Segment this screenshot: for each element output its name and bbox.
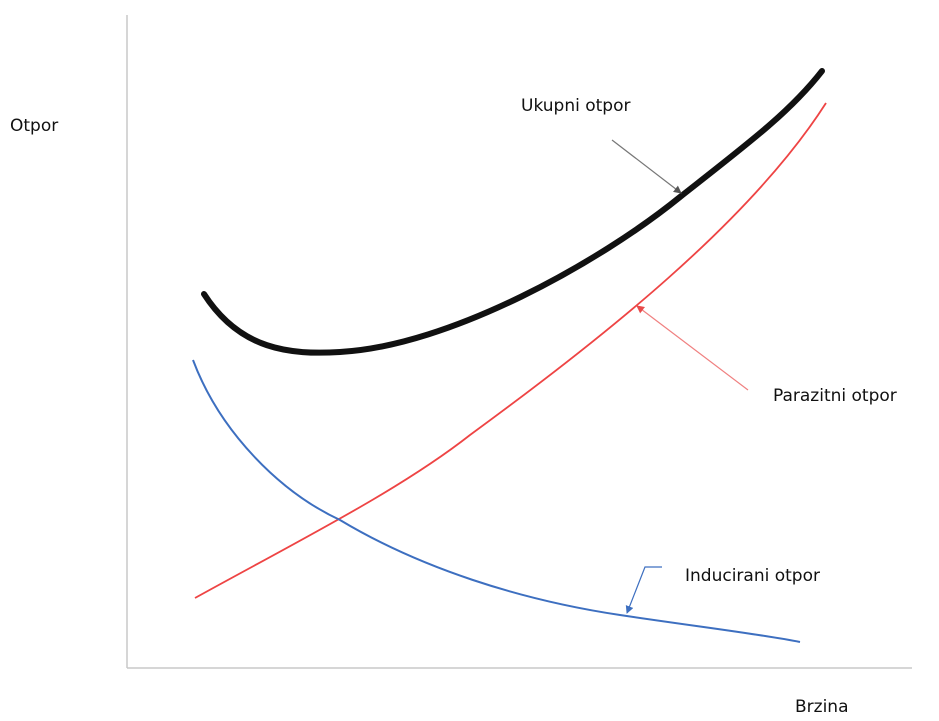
curve-label: Ukupni otpor bbox=[521, 96, 630, 116]
curve-label: Inducirani otpor bbox=[685, 566, 820, 586]
induced-drag-pointer bbox=[625, 566, 662, 614]
x-axis-label: Brzina bbox=[795, 697, 849, 717]
total-drag-curve bbox=[201, 68, 825, 356]
induced-drag-curve bbox=[192, 359, 801, 643]
curve-label: Parazitni otpor bbox=[773, 386, 897, 406]
parasitic-drag-pointer bbox=[636, 305, 749, 391]
parasitic-drag-curve bbox=[194, 102, 827, 599]
y-axis-label: Otpor bbox=[10, 116, 58, 136]
total-drag-pointer bbox=[611, 139, 682, 194]
